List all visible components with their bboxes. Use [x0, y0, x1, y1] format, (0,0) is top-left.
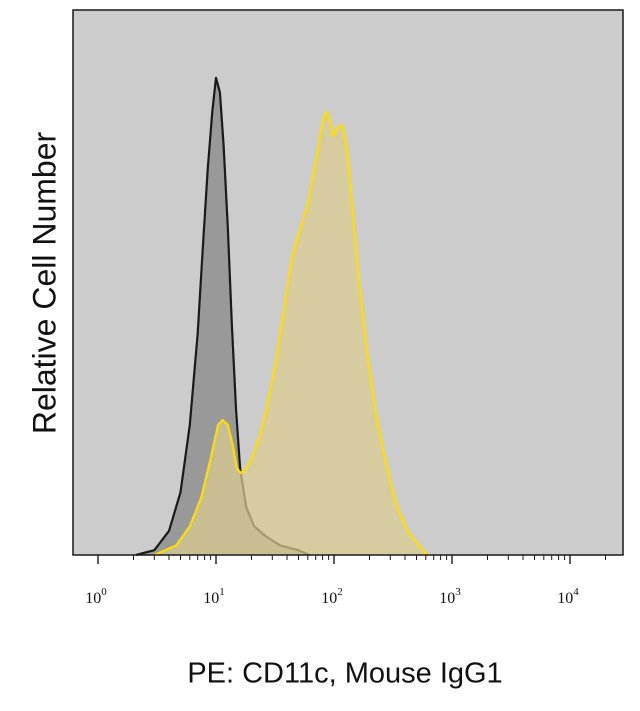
x-tick-label: 104	[557, 586, 579, 607]
series-1-fill	[136, 77, 310, 556]
y-axis-label: Relative Cell Number	[26, 131, 63, 435]
x-tick-label: 103	[439, 586, 461, 607]
minor-ticks	[97, 555, 606, 564]
series-2-fill	[154, 111, 428, 555]
x-tick-layer: 100 101 102 103 104	[85, 555, 606, 607]
x-axis-label: PE: CD11c, Mouse IgG1	[187, 657, 503, 690]
x-tick-label: 101	[203, 586, 225, 607]
x-tick-label: 102	[321, 586, 343, 607]
series-layer	[135, 76, 429, 557]
plot-frame	[72, 9, 624, 556]
x-tick-label: 100	[85, 586, 107, 607]
series-2-line	[153, 110, 429, 557]
